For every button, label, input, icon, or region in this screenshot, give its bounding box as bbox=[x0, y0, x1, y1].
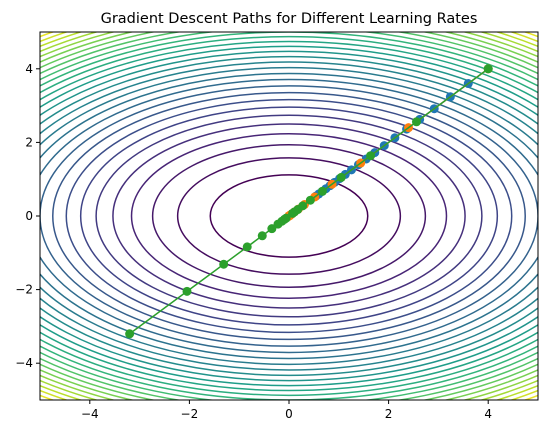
plot-frame bbox=[39, 31, 539, 401]
contour-line bbox=[130, 132, 448, 300]
descent-path-point bbox=[242, 242, 252, 252]
descent-path-point bbox=[267, 224, 277, 234]
x-tick-label: 0 bbox=[285, 407, 293, 421]
contour-line bbox=[40, 72, 538, 360]
contour-line bbox=[40, 35, 538, 397]
x-tick-label: 4 bbox=[484, 407, 492, 421]
contour-line bbox=[40, 55, 538, 377]
x-tick-label: −4 bbox=[81, 407, 99, 421]
contour-line bbox=[40, 85, 538, 347]
contour-line bbox=[95, 114, 483, 318]
contour-line bbox=[40, 78, 538, 354]
contour-line bbox=[40, 45, 538, 387]
contour-line bbox=[40, 61, 538, 371]
descent-path-point bbox=[336, 172, 346, 182]
descent-path-point bbox=[281, 213, 291, 223]
y-tick-label: 2 bbox=[25, 135, 33, 149]
contour-line bbox=[112, 123, 466, 309]
contour-line bbox=[209, 174, 369, 258]
descent-path-point bbox=[317, 186, 327, 196]
x-tick-label: 2 bbox=[385, 407, 393, 421]
x-tick-label: −2 bbox=[181, 407, 199, 421]
contour-line bbox=[52, 91, 526, 341]
contour-line bbox=[151, 143, 427, 289]
x-axis-ticks: −4 −2 0 2 4 bbox=[81, 400, 492, 421]
descent-paths bbox=[125, 64, 493, 339]
y-tick-label: 4 bbox=[25, 62, 33, 76]
y-tick-label: −4 bbox=[15, 356, 33, 370]
descent-path-point bbox=[182, 286, 192, 296]
descent-path-point bbox=[411, 117, 421, 127]
contour-line bbox=[40, 66, 538, 366]
contour-line bbox=[79, 106, 499, 326]
descent-path-point bbox=[366, 151, 376, 161]
descent-path-point bbox=[219, 259, 229, 269]
y-tick-label: 0 bbox=[25, 209, 33, 223]
chart-title: Gradient Descent Paths for Different Lea… bbox=[101, 11, 478, 27]
descent-path-point bbox=[125, 329, 135, 339]
descent-path-point bbox=[257, 231, 267, 241]
descent-path-point bbox=[288, 208, 298, 218]
contour-line bbox=[40, 40, 538, 392]
contour-line bbox=[65, 98, 513, 334]
contour-line bbox=[40, 50, 538, 382]
y-tick-label: −2 bbox=[15, 283, 33, 297]
descent-path-point bbox=[305, 195, 315, 205]
descent-path-point bbox=[483, 64, 493, 74]
contour-line bbox=[176, 157, 402, 275]
y-axis-ticks: −4 −2 0 2 4 bbox=[15, 62, 40, 370]
descent-path-series bbox=[125, 64, 493, 339]
